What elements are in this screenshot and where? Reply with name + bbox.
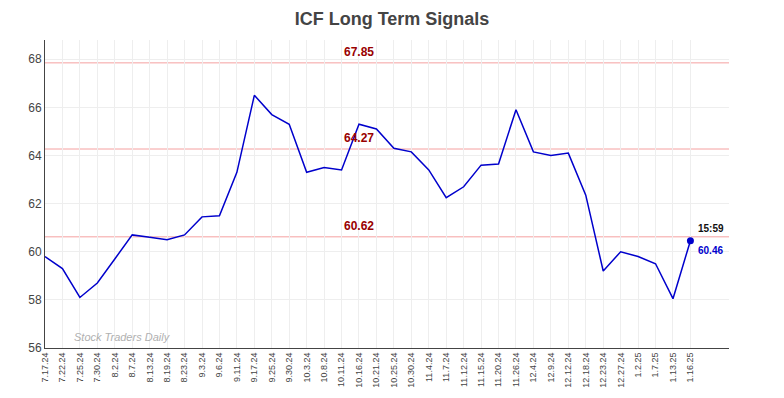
svg-text:8.19.24: 8.19.24 [162, 353, 172, 383]
svg-text:10.25.24: 10.25.24 [389, 353, 399, 388]
svg-text:12.18.24: 12.18.24 [581, 353, 591, 388]
svg-text:11.4.24: 11.4.24 [424, 353, 434, 382]
svg-text:10.21.24: 10.21.24 [371, 353, 381, 388]
svg-text:10.3.24: 10.3.24 [302, 353, 312, 383]
svg-text:7.17.24: 7.17.24 [40, 353, 50, 383]
svg-text:11.20.24: 11.20.24 [493, 353, 503, 387]
svg-text:11.15.24: 11.15.24 [476, 353, 486, 387]
svg-text:10.30.24: 10.30.24 [406, 353, 416, 388]
svg-text:12.4.24: 12.4.24 [528, 353, 538, 383]
svg-text:9.6.24: 9.6.24 [214, 353, 224, 378]
svg-text:10.8.24: 10.8.24 [319, 353, 329, 383]
svg-text:8.2.24: 8.2.24 [110, 353, 120, 378]
svg-text:8.23.24: 8.23.24 [179, 353, 189, 383]
svg-text:7.30.24: 7.30.24 [92, 353, 102, 383]
svg-text:11.26.24: 11.26.24 [511, 353, 521, 387]
svg-text:1.13.25: 1.13.25 [668, 353, 678, 383]
svg-text:8.7.24: 8.7.24 [127, 353, 137, 378]
svg-text:12.12.24: 12.12.24 [563, 353, 573, 388]
svg-text:66: 66 [28, 101, 42, 115]
svg-text:10.16.24: 10.16.24 [354, 353, 364, 388]
svg-text:64: 64 [28, 149, 42, 163]
svg-text:64.27: 64.27 [344, 131, 374, 145]
svg-text:67.85: 67.85 [344, 45, 374, 59]
svg-text:1.16.25: 1.16.25 [685, 353, 695, 383]
svg-text:60: 60 [28, 245, 42, 259]
svg-text:Stock Traders Daily: Stock Traders Daily [74, 331, 171, 343]
svg-text:12.9.24: 12.9.24 [546, 353, 556, 383]
svg-text:9.17.24: 9.17.24 [249, 353, 259, 383]
svg-text:68: 68 [28, 52, 42, 66]
svg-text:60.62: 60.62 [344, 219, 374, 233]
svg-text:9.11.24: 9.11.24 [232, 353, 242, 382]
svg-text:58: 58 [28, 293, 42, 307]
svg-text:15:59: 15:59 [698, 223, 724, 234]
svg-text:12.27.24: 12.27.24 [616, 353, 626, 388]
svg-text:11.7.24: 11.7.24 [441, 353, 451, 382]
svg-text:62: 62 [28, 197, 42, 211]
svg-text:9.25.24: 9.25.24 [267, 353, 277, 383]
svg-text:9.30.24: 9.30.24 [284, 353, 294, 383]
svg-text:1.7.25: 1.7.25 [650, 353, 660, 378]
svg-text:11.12.24: 11.12.24 [459, 353, 469, 387]
svg-text:ICF Long Term Signals: ICF Long Term Signals [295, 9, 490, 29]
svg-text:56: 56 [28, 341, 42, 355]
svg-text:12.23.24: 12.23.24 [598, 353, 608, 388]
svg-text:7.22.24: 7.22.24 [57, 353, 67, 383]
svg-text:8.13.24: 8.13.24 [145, 353, 155, 383]
svg-text:1.2.25: 1.2.25 [633, 353, 643, 378]
svg-text:7.25.24: 7.25.24 [75, 353, 85, 383]
svg-text:10.11.24: 10.11.24 [336, 353, 346, 387]
svg-text:9.3.24: 9.3.24 [197, 353, 207, 378]
svg-text:60.46: 60.46 [698, 245, 723, 256]
